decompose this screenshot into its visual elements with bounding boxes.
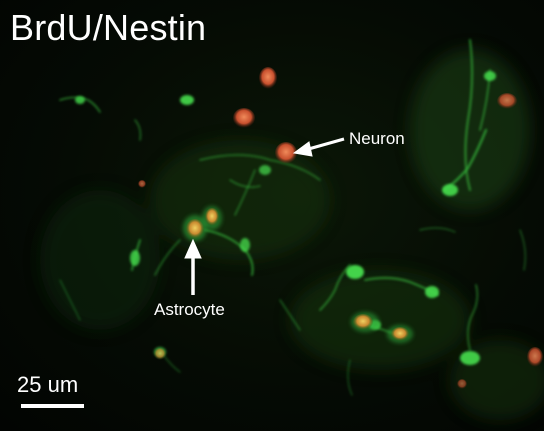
image-title: BrdU/Nestin <box>10 7 207 48</box>
astrocyte-arrow <box>184 238 202 295</box>
brdu-cell-bottom-right <box>527 347 543 367</box>
brdu-cell-top <box>259 67 277 89</box>
brdu-cell-lower <box>457 379 467 389</box>
background-haze <box>40 50 544 420</box>
scale-bar-label: 25 um <box>17 372 79 397</box>
brdu-cell-neuron <box>275 142 297 164</box>
neuron-label: Neuron <box>349 129 405 148</box>
neuron-arrow <box>292 137 345 157</box>
brdu-cell-upper-left <box>233 108 255 128</box>
brdu-cell-right <box>497 93 517 109</box>
scale-bar <box>21 404 84 408</box>
astrocyte-cell <box>186 219 204 239</box>
double-labelled-cells <box>154 206 413 360</box>
astrocyte-label: Astrocyte <box>154 300 225 319</box>
brdu-cell-small <box>138 180 146 188</box>
brdu-nuclei <box>138 67 543 389</box>
